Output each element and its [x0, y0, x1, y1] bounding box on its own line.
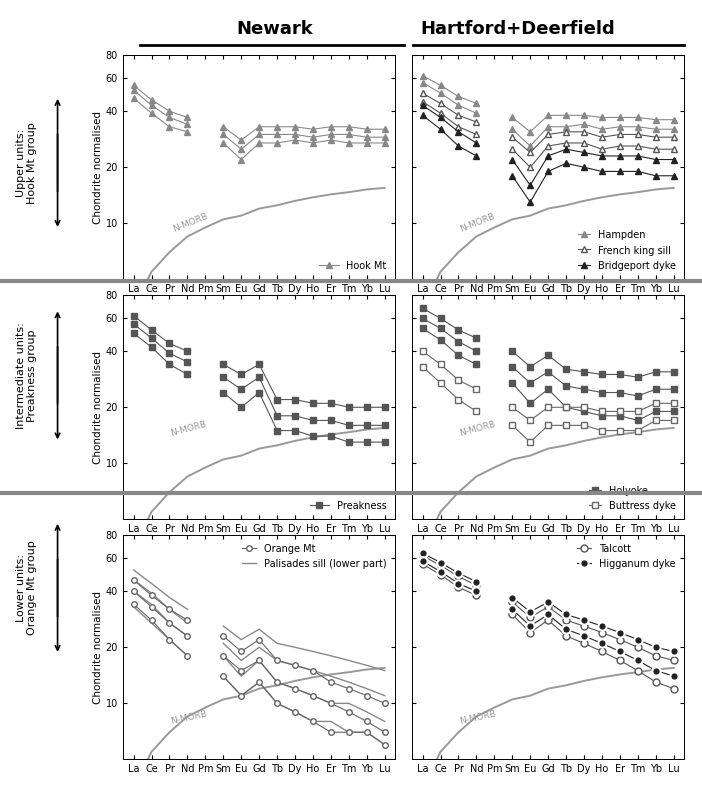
- Legend: Holyoke, Buttress dyke: Holyoke, Buttress dyke: [585, 482, 680, 515]
- Text: N-MORB: N-MORB: [169, 709, 208, 726]
- Legend: Hampden, French king sill, Bridgeport dyke: Hampden, French king sill, Bridgeport dy…: [574, 226, 680, 275]
- Text: Newark: Newark: [237, 20, 314, 38]
- Text: Hartford+Deerfield: Hartford+Deerfield: [420, 20, 616, 38]
- Legend: Preakness: Preakness: [306, 497, 390, 515]
- Y-axis label: Chondrite normalised: Chondrite normalised: [93, 111, 102, 224]
- Text: N-MORB: N-MORB: [458, 419, 496, 438]
- Legend: Hook Mt: Hook Mt: [315, 257, 390, 275]
- Text: N-MORB: N-MORB: [458, 709, 496, 726]
- Legend: Talcott, Higganum dyke: Talcott, Higganum dyke: [573, 540, 680, 573]
- Text: N-MORB: N-MORB: [458, 212, 496, 234]
- Legend: Orange Mt, Palisades sill (lower part): Orange Mt, Palisades sill (lower part): [238, 540, 390, 573]
- Y-axis label: Chondrite normalised: Chondrite normalised: [93, 591, 102, 704]
- Text: Intermediate units:
Preakness group: Intermediate units: Preakness group: [16, 322, 37, 429]
- Y-axis label: Chondrite normalised: Chondrite normalised: [93, 351, 102, 464]
- Text: N-MORB: N-MORB: [171, 212, 209, 234]
- Text: Lower units:
Orange Mt group: Lower units: Orange Mt group: [16, 541, 37, 635]
- Text: N-MORB: N-MORB: [169, 419, 208, 438]
- Text: Upper units:
Hook Mt group: Upper units: Hook Mt group: [16, 122, 37, 204]
